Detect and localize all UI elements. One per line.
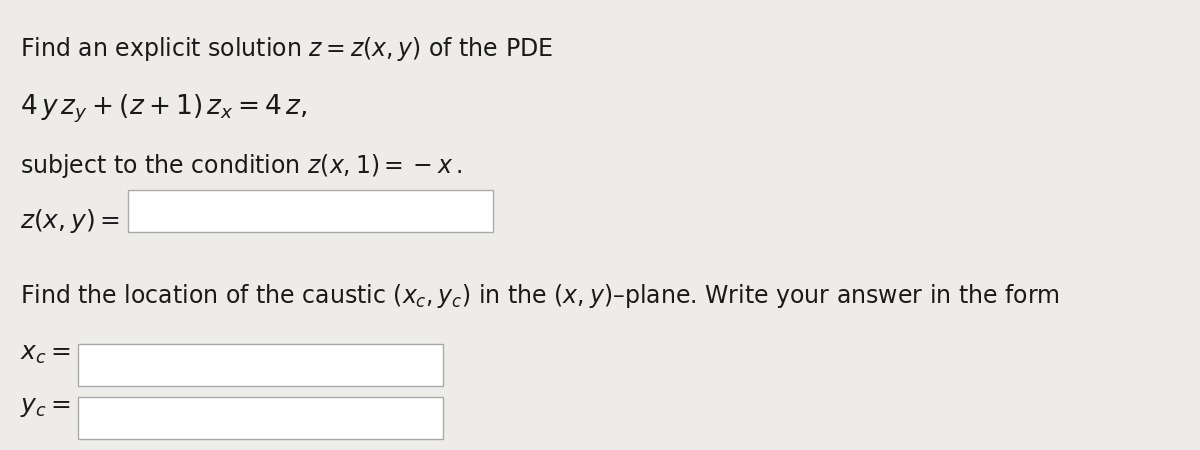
Text: $x_c =$: $x_c =$ [20,342,71,366]
Text: $z(x, y) =$: $z(x, y) =$ [20,207,120,235]
Text: Find an explicit solution $z = z(x, y)$ of the PDE: Find an explicit solution $z = z(x, y)$ … [20,35,553,63]
Text: subject to the condition $z(x, 1) = -x\,.$: subject to the condition $z(x, 1) = -x\,… [20,152,462,180]
Text: Find the location of the caustic $(x_c, y_c)$ in the $(x, y)$–plane. Write your : Find the location of the caustic $(x_c, … [20,282,1060,310]
FancyBboxPatch shape [78,397,443,439]
Text: $y_c =$: $y_c =$ [20,395,71,419]
FancyBboxPatch shape [128,190,493,232]
FancyBboxPatch shape [78,344,443,386]
Text: $4\,y\,z_y + (z + 1)\,z_x = 4\,z,$: $4\,y\,z_y + (z + 1)\,z_x = 4\,z,$ [20,93,307,125]
